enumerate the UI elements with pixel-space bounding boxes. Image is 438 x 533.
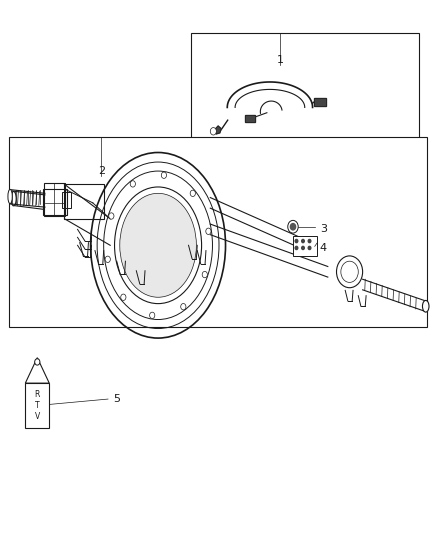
- Circle shape: [105, 256, 110, 262]
- Text: T: T: [35, 401, 39, 410]
- Circle shape: [341, 261, 358, 282]
- Circle shape: [150, 312, 155, 319]
- Circle shape: [206, 228, 211, 235]
- Circle shape: [35, 359, 40, 365]
- Circle shape: [308, 246, 311, 249]
- Bar: [9, 136, 427, 327]
- Text: 2: 2: [98, 166, 105, 176]
- Circle shape: [308, 239, 311, 243]
- Bar: [43, 189, 67, 215]
- Circle shape: [288, 220, 298, 233]
- Text: R: R: [35, 390, 40, 399]
- Circle shape: [130, 181, 135, 187]
- Circle shape: [302, 239, 304, 243]
- Bar: [191, 33, 419, 139]
- Circle shape: [109, 213, 114, 219]
- Bar: [314, 98, 326, 107]
- Ellipse shape: [423, 301, 429, 312]
- Text: 1: 1: [276, 55, 283, 64]
- Circle shape: [210, 127, 216, 135]
- Text: V: V: [35, 413, 40, 422]
- Text: 4: 4: [320, 243, 327, 253]
- Circle shape: [290, 223, 296, 230]
- Circle shape: [161, 172, 166, 179]
- Circle shape: [121, 294, 126, 301]
- Bar: [25, 383, 49, 428]
- Text: 5: 5: [113, 394, 120, 404]
- Bar: [245, 115, 254, 122]
- Ellipse shape: [11, 191, 16, 206]
- Polygon shape: [215, 126, 221, 134]
- Circle shape: [190, 190, 195, 197]
- Circle shape: [181, 303, 186, 310]
- Circle shape: [302, 246, 304, 249]
- Bar: [44, 183, 65, 216]
- Bar: [314, 98, 326, 107]
- Circle shape: [336, 256, 363, 288]
- Bar: [64, 184, 104, 219]
- Text: 3: 3: [320, 224, 327, 235]
- Bar: [62, 192, 71, 208]
- Circle shape: [295, 246, 298, 249]
- Circle shape: [202, 271, 208, 278]
- Ellipse shape: [120, 193, 196, 297]
- Bar: [245, 115, 254, 122]
- Circle shape: [295, 239, 298, 243]
- Bar: [293, 236, 317, 256]
- Ellipse shape: [8, 189, 12, 204]
